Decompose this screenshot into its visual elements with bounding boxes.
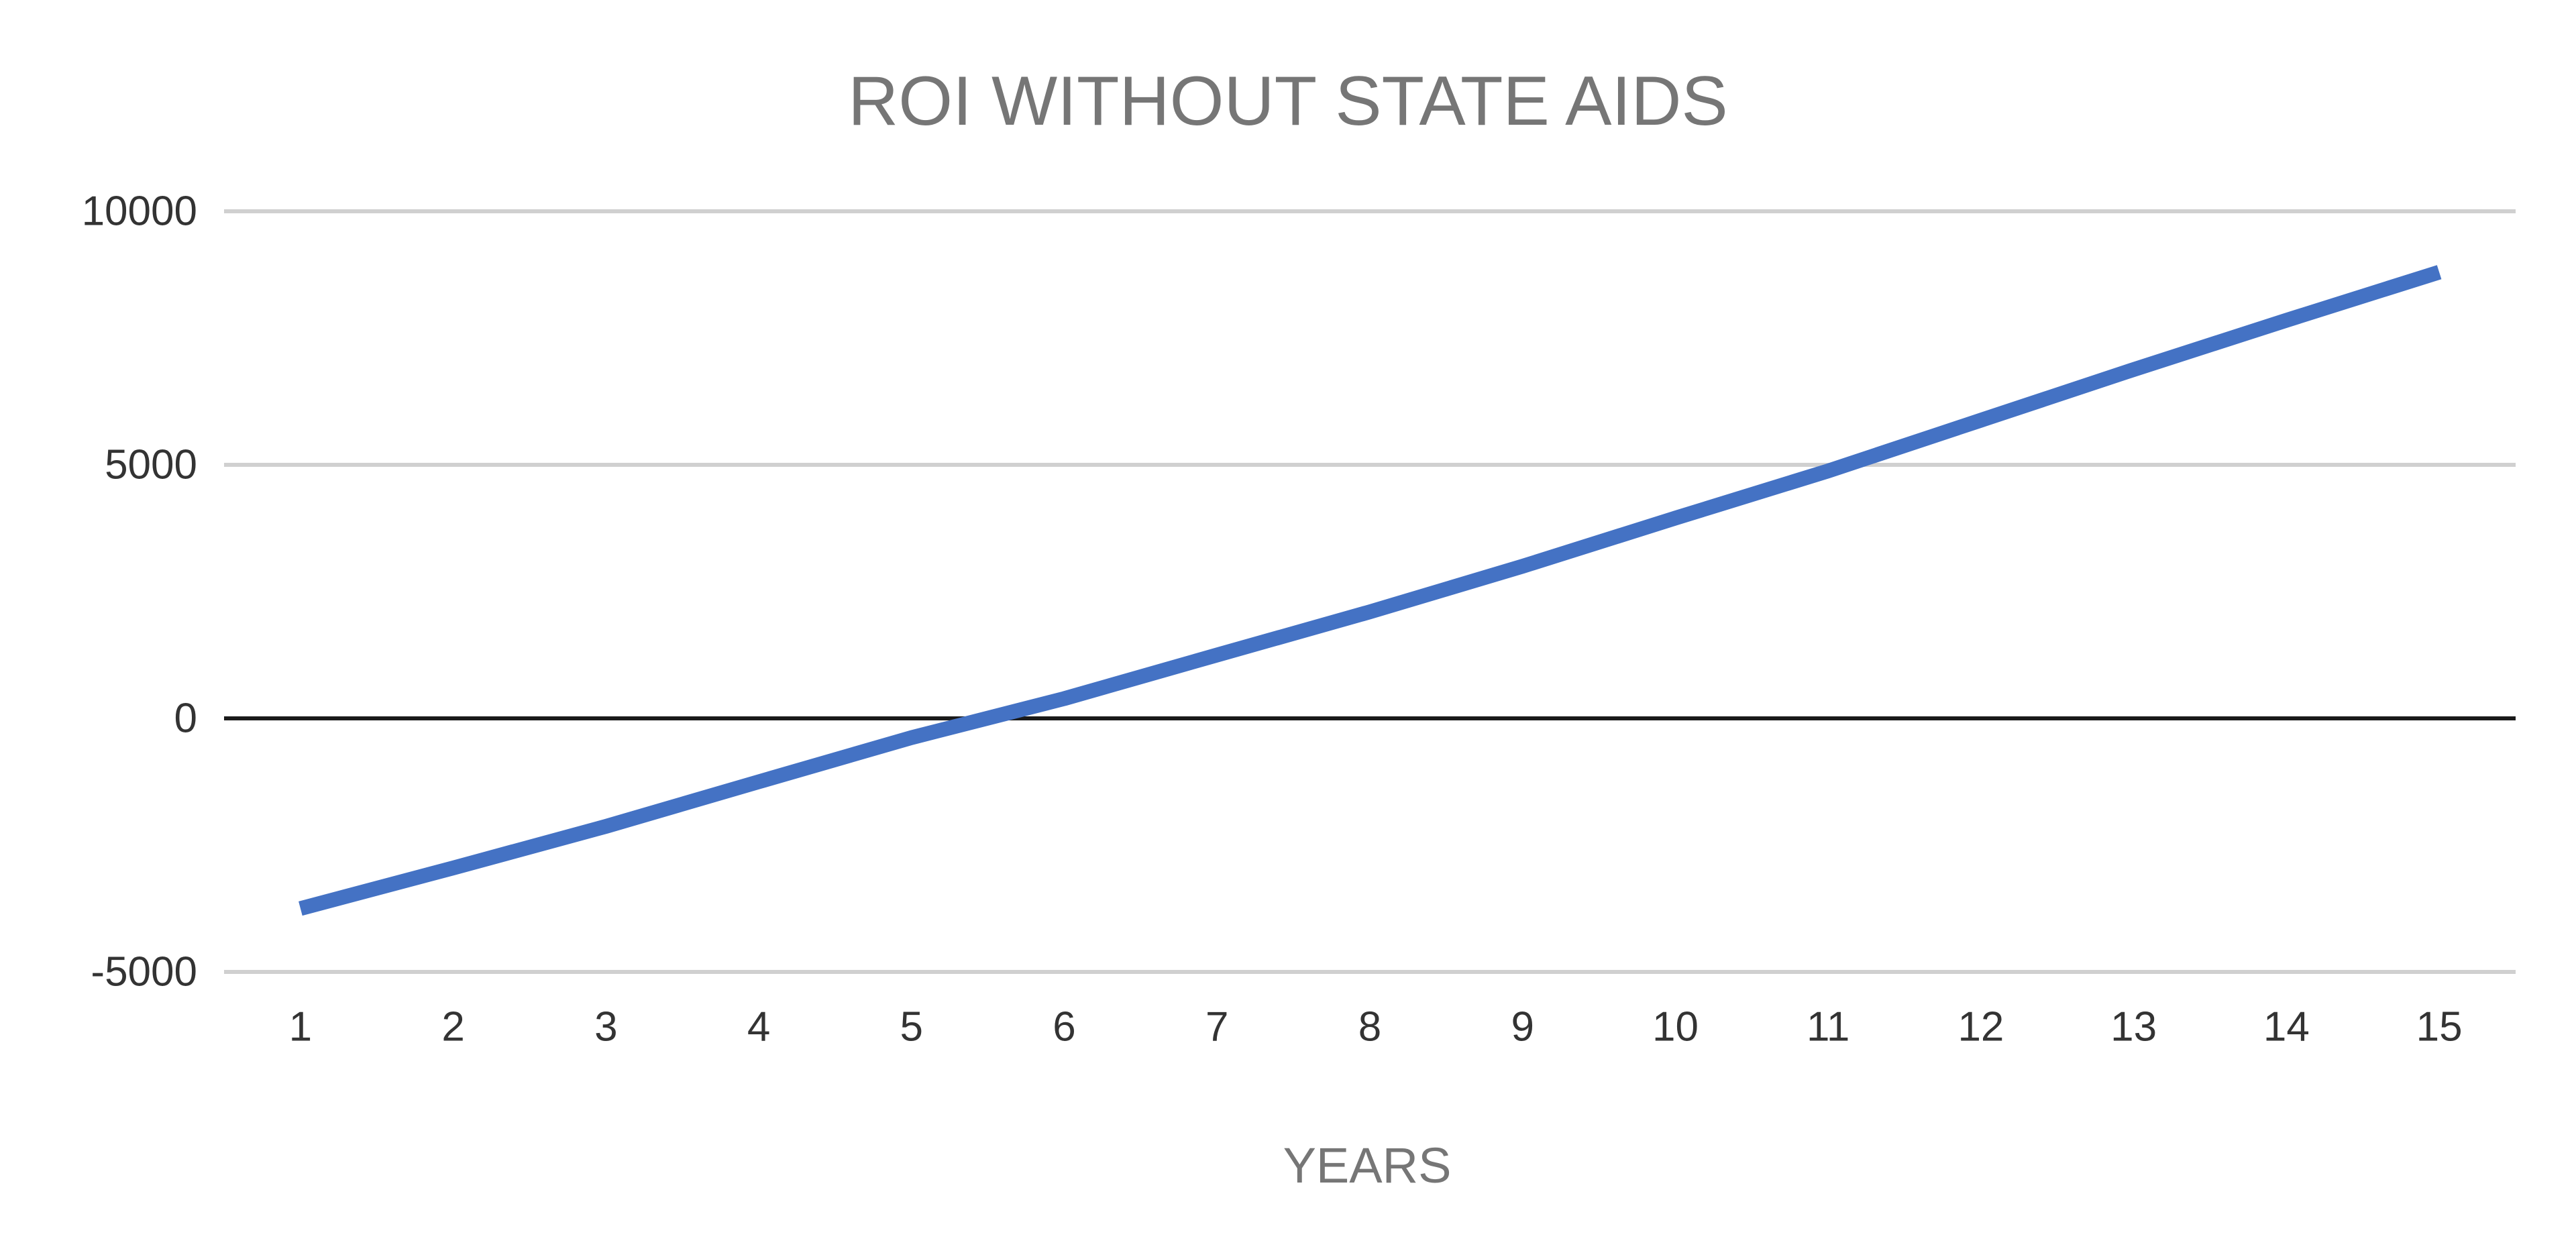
chart-title: ROI WITHOUT STATE AIDS xyxy=(848,62,1728,140)
x-tick-label: 10 xyxy=(1652,1004,1699,1050)
x-tick-label: 14 xyxy=(2263,1004,2310,1050)
y-tick-label: 5000 xyxy=(105,442,197,488)
x-tick-label: 7 xyxy=(1205,1004,1228,1050)
x-tick-label: 1 xyxy=(289,1004,312,1050)
x-tick-label: 2 xyxy=(441,1004,464,1050)
x-tick-label: 12 xyxy=(1957,1004,2004,1050)
x-tick-label: 3 xyxy=(594,1004,617,1050)
gridlines xyxy=(224,209,2516,974)
x-tick-label: 11 xyxy=(1807,1004,1849,1050)
x-tick-label: 13 xyxy=(2110,1004,2157,1050)
x-tick-label: 6 xyxy=(1053,1004,1075,1050)
series-lines xyxy=(299,265,2442,916)
x-tick-label: 15 xyxy=(2416,1004,2463,1050)
x-tick-label: 9 xyxy=(1511,1004,1534,1050)
x-tick-label: 8 xyxy=(1358,1004,1381,1050)
x-tick-label: 4 xyxy=(747,1004,770,1050)
series-line xyxy=(299,265,2442,916)
y-tick-label: 10000 xyxy=(82,188,197,235)
y-tick-label: 0 xyxy=(174,696,197,742)
x-axis-title: YEARS xyxy=(1283,1138,1452,1193)
y-tick-label: -5000 xyxy=(91,949,197,995)
x-tick-label: 5 xyxy=(900,1004,923,1050)
